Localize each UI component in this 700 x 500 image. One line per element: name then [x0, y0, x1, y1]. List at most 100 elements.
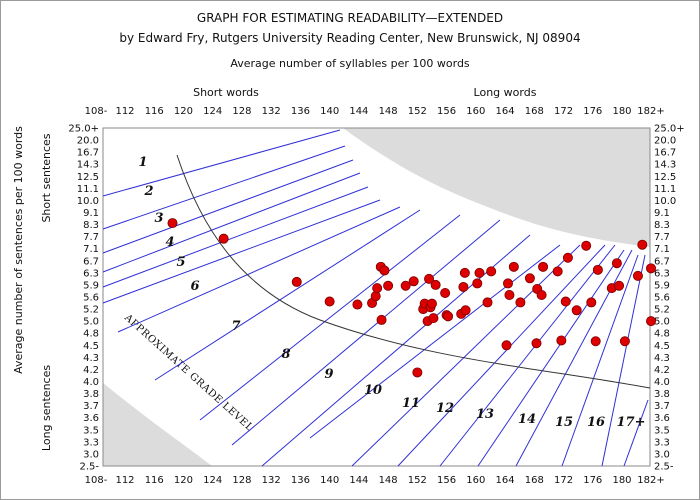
- invalid-region-top-right: [343, 128, 650, 247]
- data-point: [552, 266, 563, 277]
- data-point: [167, 218, 178, 229]
- data-point: [218, 233, 229, 244]
- y-tick-right: 16.7: [654, 148, 676, 159]
- data-point: [443, 311, 454, 322]
- grade-line: [154, 209, 421, 381]
- data-point: [291, 276, 302, 287]
- data-point: [560, 296, 571, 307]
- y-tick-right: 14.3: [654, 160, 676, 171]
- x-tick-top: 160: [466, 106, 485, 117]
- y-tick-left: 4.2: [83, 365, 99, 376]
- y-tick-right: 25.0+: [654, 124, 685, 135]
- y-tick-left: 9.1: [83, 208, 99, 219]
- y-tick-right: 10.0: [654, 196, 676, 207]
- grade-label: 1: [138, 155, 147, 170]
- x-tick-bottom: 168: [525, 475, 544, 486]
- grade-line: [102, 159, 354, 254]
- grade-lines: [102, 129, 649, 467]
- y-tick-left: 5.9: [83, 280, 99, 291]
- data-point: [556, 335, 567, 346]
- data-point: [412, 367, 423, 378]
- y-tick-left: 3.8: [83, 389, 99, 400]
- y-tick-right: 12.5: [654, 172, 676, 183]
- data-point: [562, 252, 573, 263]
- data-point: [632, 270, 643, 281]
- x-tick-bottom: 116: [145, 475, 164, 486]
- grade-label: 9: [324, 367, 333, 382]
- data-point: [458, 281, 469, 292]
- y-tick-left: 25.0+: [68, 124, 99, 135]
- data-point: [531, 338, 542, 349]
- data-point: [428, 313, 439, 324]
- y-tick-left: 3.5: [83, 425, 99, 436]
- data-point: [460, 305, 471, 316]
- x-tick-top: 136: [291, 106, 310, 117]
- data-point: [501, 340, 512, 351]
- y-tick-left: 5.2: [83, 305, 99, 316]
- data-point: [502, 278, 513, 289]
- chart-title: GRAPH FOR ESTIMATING READABILITY—EXTENDE…: [197, 11, 503, 25]
- data-point: [472, 278, 483, 289]
- x-tick-top: 108-: [85, 106, 108, 117]
- y-tick-left: 3.3: [83, 437, 99, 448]
- y-tick-right: 9.1: [654, 208, 670, 219]
- grade-label: 4: [165, 235, 174, 250]
- short-words-label: Short words: [193, 86, 259, 99]
- y-tick-left: 4.0: [83, 377, 99, 388]
- data-point: [538, 261, 549, 272]
- data-point: [376, 314, 387, 325]
- x-tick-bottom: 108-: [85, 475, 108, 486]
- invalid-region-bottom-left: [103, 383, 212, 466]
- x-tick-bottom: 140: [320, 475, 339, 486]
- y-tick-left: 10.0: [77, 196, 99, 207]
- y-tick-left: 20.0: [77, 136, 99, 147]
- data-point: [515, 297, 526, 308]
- grade-line: [102, 172, 361, 273]
- x-tick-bottom: 182+: [637, 475, 664, 486]
- x-tick-bottom: 180: [612, 475, 631, 486]
- data-point: [474, 267, 485, 278]
- grade-line: [102, 186, 369, 288]
- x-tick-top: 144: [349, 106, 368, 117]
- y-tick-left: 3.0: [83, 449, 99, 460]
- grade-label: 12: [436, 401, 454, 416]
- x-tick-top: 156: [437, 106, 456, 117]
- x-tick-top: 164: [496, 106, 515, 117]
- x-tick-top: 128: [232, 106, 251, 117]
- grade-line: [102, 145, 346, 230]
- x-tick-top: 124: [203, 106, 222, 117]
- data-point: [383, 280, 394, 291]
- data-point: [581, 240, 592, 251]
- grade-line: [623, 399, 649, 467]
- data-point: [646, 263, 657, 274]
- x-tick-bottom: 132: [262, 475, 281, 486]
- y-tick-left: 7.7: [83, 232, 99, 243]
- data-point: [324, 296, 335, 307]
- y-tick-right: 4.5: [654, 341, 670, 352]
- x-tick-bottom: 112: [115, 475, 134, 486]
- x-tick-top: 180: [612, 106, 631, 117]
- y-tick-right: 3.6: [654, 413, 670, 424]
- y-tick-right: 5.6: [654, 293, 670, 304]
- grade-line: [601, 254, 646, 467]
- y-tick-right: 8.3: [654, 220, 670, 231]
- x-tick-top: 168: [525, 106, 544, 117]
- data-point: [592, 264, 603, 275]
- y-tick-right: 2.5-: [654, 462, 674, 473]
- y-tick-left: 4.8: [83, 329, 99, 340]
- x-tick-top: 116: [145, 106, 164, 117]
- x-tick-bottom: 144: [349, 475, 368, 486]
- data-point: [440, 287, 451, 298]
- data-point: [571, 305, 582, 316]
- grade-line: [439, 244, 616, 467]
- x-tick-bottom: 156: [437, 475, 456, 486]
- y-tick-right: 4.3: [654, 353, 670, 364]
- x-tick-top: 172: [554, 106, 573, 117]
- y-tick-right: 5.9: [654, 280, 670, 291]
- y-tick-left: 7.1: [83, 244, 99, 255]
- y-tick-right: 3.8: [654, 389, 670, 400]
- data-point: [486, 266, 497, 277]
- y-tick-right: 5.2: [654, 305, 670, 316]
- data-point: [372, 283, 383, 294]
